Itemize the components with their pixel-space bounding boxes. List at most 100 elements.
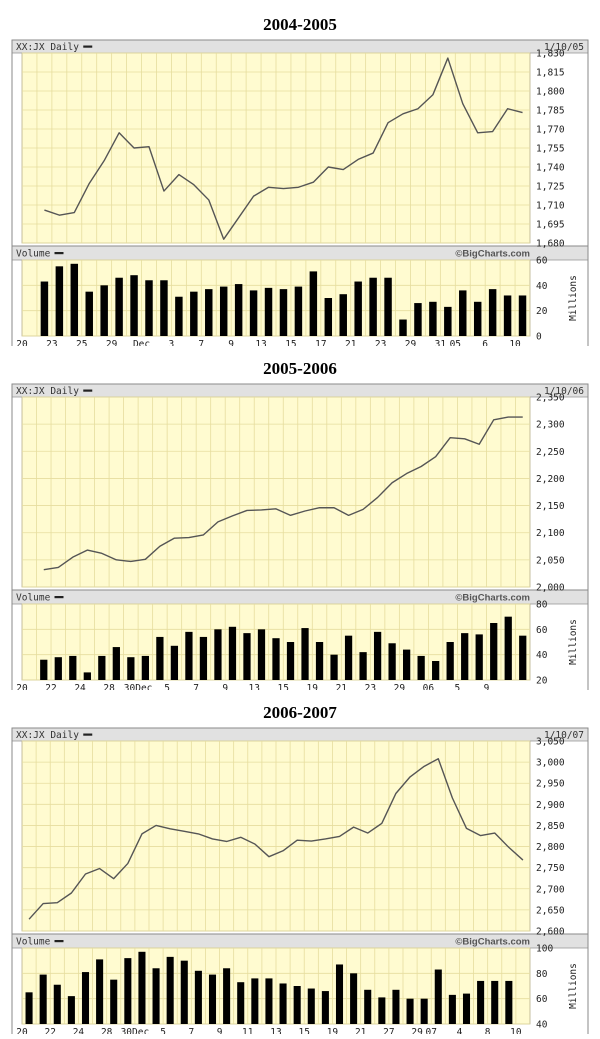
- x-tick-label: 21: [336, 683, 348, 690]
- volume-bar: [448, 994, 456, 1024]
- price-tick-label: 3,050: [536, 737, 565, 748]
- ticker-legend-swatch: [83, 389, 93, 392]
- volume-bar: [205, 289, 213, 336]
- x-tick-label: 15: [298, 1027, 309, 1034]
- price-volume-chart: XX:JX Daily 1/10/05 Volume ©BigCharts.com 1,…: [11, 39, 589, 346]
- volume-bar: [446, 642, 454, 680]
- volume-legend-swatch: [54, 940, 64, 943]
- x-tick-label: 6: [482, 339, 488, 346]
- volume-bar: [301, 628, 309, 680]
- volume-bar: [160, 280, 168, 336]
- x-tick-label: 25: [76, 339, 87, 346]
- price-tick-label: 2,700: [536, 884, 565, 895]
- price-tick-label: 1,740: [536, 163, 565, 174]
- price-tick-label: 2,200: [536, 474, 565, 485]
- chart-panel: 2004-2005 XX:JX Daily 1/10/05 Volume ©BigCha…: [0, 10, 600, 346]
- volume-bar: [432, 661, 440, 680]
- price-tick-label: 1,815: [536, 68, 565, 79]
- volume-bar: [180, 960, 188, 1024]
- x-tick-label: 17: [315, 339, 326, 346]
- volume-bar: [40, 281, 49, 336]
- volume-bar: [96, 959, 104, 1024]
- price-tick-label: 2,250: [536, 447, 565, 458]
- x-tick-label: 20: [16, 339, 28, 346]
- volume-tick-label: 20: [536, 306, 548, 317]
- volume-bar: [369, 277, 377, 336]
- volume-tick-label: 100: [536, 944, 553, 955]
- volume-bar: [293, 986, 301, 1024]
- volume-tick-label: 40: [536, 281, 548, 292]
- price-line: [28, 758, 524, 920]
- x-tick-label: 19: [307, 683, 319, 690]
- volume-bar: [223, 968, 231, 1024]
- volume-bar: [199, 636, 208, 680]
- x-tick-label: 29: [106, 339, 118, 346]
- price-tick-label: 1,710: [536, 201, 565, 212]
- volume-bar: [330, 654, 338, 680]
- price-tick-label: 2,800: [536, 842, 565, 853]
- price-tick-label: 1,680: [536, 239, 565, 250]
- volume-bar: [462, 993, 471, 1024]
- volume-unit-label: Millions: [568, 275, 579, 321]
- x-tick-label: 9: [222, 683, 228, 690]
- volume-bar: [130, 275, 138, 336]
- volume-tick-label: 20: [536, 676, 548, 687]
- volume-unit-label: Millions: [568, 619, 579, 665]
- price-line: [43, 416, 523, 571]
- x-tick-label: 19: [327, 1027, 339, 1034]
- volume-bar: [505, 980, 513, 1024]
- volume-bar: [208, 974, 217, 1024]
- price-tick-label: 3,000: [536, 758, 565, 769]
- chart-panel: 2005-2006 XX:JX Daily 1/10/06 Volume ©BigCha…: [0, 354, 600, 690]
- volume-bar: [344, 635, 353, 680]
- x-tick-label: 30Dec: [124, 683, 153, 690]
- volume-bar: [473, 301, 482, 336]
- x-tick-label: 23: [375, 339, 386, 346]
- x-tick-label: 20: [16, 1027, 28, 1034]
- x-tick-label: 5: [160, 1027, 166, 1034]
- volume-tick-label: 80: [536, 600, 548, 611]
- volume-bar: [100, 285, 108, 336]
- volume-bar: [166, 956, 174, 1024]
- price-header-bar: [11, 39, 589, 54]
- volume-bar: [214, 629, 222, 680]
- volume-bar: [115, 277, 123, 336]
- price-line: [44, 57, 523, 240]
- volume-bar: [243, 633, 251, 680]
- volume-label: Volume: [16, 249, 51, 260]
- volume-legend-swatch: [54, 596, 64, 599]
- volume-legend-swatch: [54, 252, 64, 255]
- volume-bar: [429, 301, 437, 336]
- watermark: ©BigCharts.com: [455, 593, 530, 604]
- x-tick-label: 30Dec: [121, 1027, 150, 1034]
- ticker-legend-swatch: [83, 45, 93, 48]
- volume-bar: [145, 280, 153, 336]
- x-tick-label: 24: [73, 1027, 85, 1034]
- volume-bar: [399, 319, 407, 336]
- x-tick-label: 29: [394, 683, 406, 690]
- volume-bar: [504, 616, 512, 680]
- volume-bar: [491, 980, 499, 1024]
- price-tick-label: 2,900: [536, 800, 565, 811]
- price-tick-label: 2,650: [536, 905, 565, 916]
- x-tick-label: 8: [485, 1027, 491, 1034]
- price-tick-label: 2,350: [536, 393, 565, 404]
- volume-tick-label: 0: [536, 332, 542, 343]
- volume-frame: [11, 245, 589, 346]
- volume-bar: [251, 978, 259, 1024]
- volume-label: Volume: [16, 593, 51, 604]
- volume-bar: [294, 286, 303, 336]
- price-tick-label: 1,770: [536, 125, 565, 136]
- volume-bar: [414, 303, 422, 336]
- x-tick-label: 21: [355, 1027, 367, 1034]
- volume-frame: [11, 933, 589, 1034]
- volume-bar: [477, 980, 485, 1024]
- ticker-legend-swatch: [83, 733, 93, 736]
- price-tick-label: 2,750: [536, 863, 565, 874]
- price-tick-label: 1,755: [536, 144, 565, 155]
- x-tick-label: 5: [164, 683, 170, 690]
- volume-bar: [67, 996, 75, 1024]
- x-tick-label: 7: [193, 683, 199, 690]
- x-tick-label: 9: [217, 1027, 223, 1034]
- volume-bar: [170, 645, 179, 680]
